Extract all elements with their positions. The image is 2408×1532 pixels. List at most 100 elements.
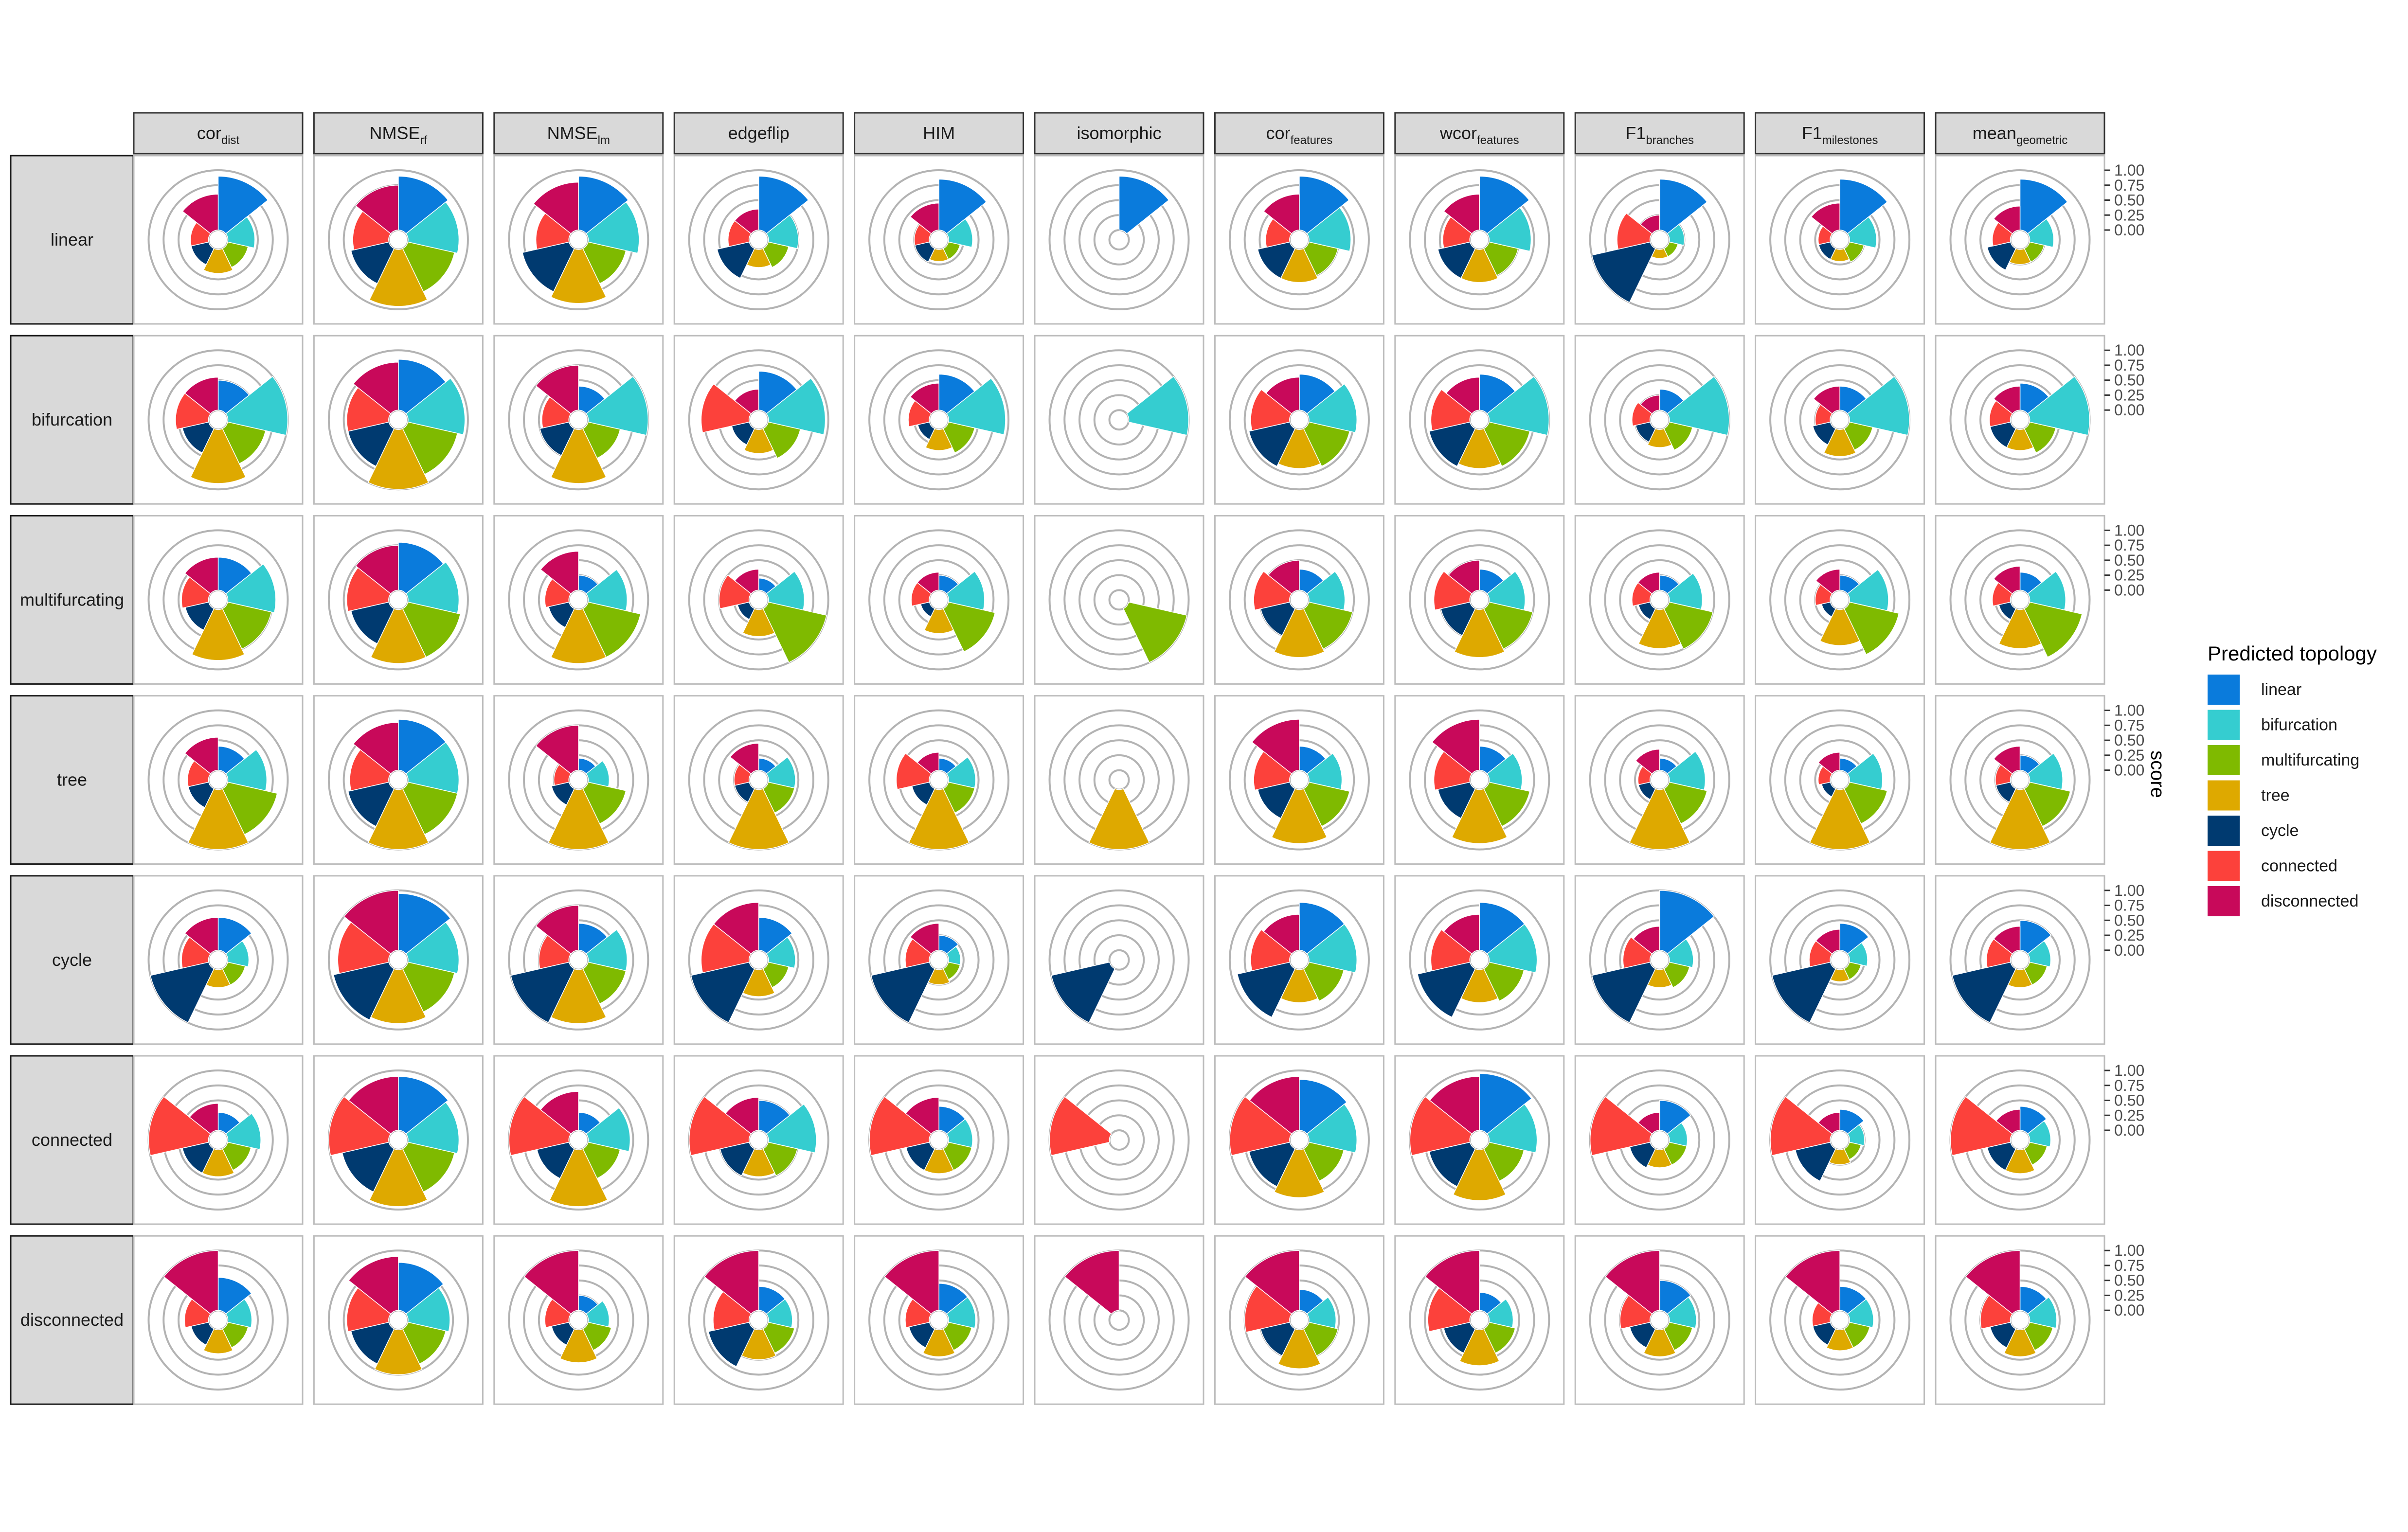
- column-strip-label: corfeatures: [1266, 123, 1333, 147]
- column-strip-box: [313, 112, 484, 155]
- panel-disconnected-mean-geometric: [1935, 1235, 2105, 1405]
- axis-tick-label: 0.75: [2114, 177, 2144, 194]
- bar-bifurcation: [946, 218, 973, 248]
- legend-label: disconnected: [2261, 892, 2358, 910]
- row-strip-connected: connected: [10, 1055, 134, 1225]
- bar-linear: [217, 379, 250, 414]
- panel-cycle-f1-branches: [1574, 875, 1745, 1045]
- bar-disconnected: [1965, 1250, 2021, 1315]
- bar-multifurcating: [942, 602, 996, 653]
- axis-tick-label: 0.00: [2114, 1122, 2144, 1139]
- bar-bifurcation: [2027, 940, 2051, 967]
- bar-connected: [535, 213, 572, 250]
- bar-tree: [203, 1328, 234, 1354]
- grid-ring: [1093, 574, 1145, 626]
- bar-bifurcation: [1847, 752, 1883, 790]
- bar-multifurcating: [1483, 602, 1533, 650]
- panel-cycle-edgeflip: [673, 875, 844, 1045]
- score-axis-connected: 1.000.750.500.250.00: [2104, 1062, 2144, 1139]
- bar-linear: [1839, 178, 1888, 234]
- panel-tree-him: [854, 695, 1024, 865]
- bar-bifurcation: [1306, 383, 1358, 433]
- bar-tree: [1647, 428, 1672, 448]
- row-strip-label: linear: [51, 230, 93, 249]
- bar-tree: [367, 788, 429, 850]
- grid-ring: [868, 169, 1010, 310]
- bar-linear: [398, 176, 449, 234]
- panel-tree-f1-branches: [1574, 695, 1745, 865]
- bar-connected: [1622, 936, 1653, 969]
- grid-ring: [327, 1249, 469, 1391]
- column-strip-nmse-rf: NMSErf: [313, 112, 484, 155]
- grid-ring: [688, 349, 829, 491]
- column-strip-isomorphic: isomorphic: [1034, 112, 1204, 155]
- row-strip-cycle: cycle: [10, 875, 134, 1045]
- bar-multifurcating: [1483, 1321, 1516, 1354]
- bar-connected: [346, 387, 392, 432]
- bar-multifurcating: [1663, 782, 1707, 824]
- grid-ring: [1078, 919, 1160, 1001]
- bar-multifurcating: [402, 1321, 447, 1365]
- bar-cycle: [1771, 962, 1836, 1023]
- bar-tree: [549, 1148, 608, 1207]
- bar-tree: [559, 1328, 598, 1363]
- bar-disconnected: [1633, 926, 1660, 955]
- bar-disconnected: [916, 751, 939, 775]
- bar-bifurcation: [1126, 375, 1189, 436]
- panel-multifurcating-him: [854, 515, 1024, 685]
- grid-ring: [1228, 709, 1370, 851]
- panel-border: [1034, 515, 1204, 685]
- bar-disconnected: [1639, 394, 1660, 414]
- grid-ring: [1769, 889, 1911, 1031]
- axis-tick-label: 0.50: [2114, 911, 2144, 929]
- bar-bifurcation: [1847, 1299, 1874, 1328]
- panel-border: [1394, 875, 1565, 1045]
- bar-connected: [1409, 1096, 1473, 1156]
- bar-disconnected: [1639, 214, 1660, 234]
- grid-ring: [688, 889, 829, 1031]
- bar-tree: [741, 1328, 777, 1360]
- bar-bifurcation: [1486, 570, 1526, 611]
- bar-tree: [2003, 1328, 2037, 1357]
- bar-linear: [1839, 923, 1869, 955]
- axis-tick-label: 1.00: [2114, 161, 2144, 179]
- bar-connected: [1430, 389, 1473, 431]
- row-strip-bifurcation: bifurcation: [10, 335, 134, 505]
- bar-disconnected: [535, 725, 579, 775]
- bar-linear: [217, 176, 269, 234]
- bar-tree: [1989, 788, 2051, 850]
- column-strip-box: [1394, 112, 1565, 155]
- bar-cycle: [1812, 421, 1836, 445]
- bar-disconnected: [1443, 194, 1480, 234]
- panel-border: [1394, 515, 1565, 685]
- grid-ring: [1589, 169, 1730, 310]
- grid-ring: [1604, 544, 1715, 656]
- panel-border: [1574, 515, 1745, 685]
- grid-ring: [1964, 904, 2076, 1016]
- column-strip-label: NMSElm: [547, 123, 610, 147]
- bar-disconnected: [1244, 1250, 1300, 1315]
- row-strip-box: [10, 875, 134, 1045]
- bar-bifurcation: [946, 377, 1006, 435]
- bar-bifurcation: [1847, 216, 1877, 249]
- bar-tree: [1453, 1148, 1507, 1201]
- bar-disconnected: [1268, 560, 1300, 594]
- axis-tick-label: 1.00: [2114, 341, 2144, 359]
- bar-cycle: [1417, 962, 1476, 1018]
- panel-tree-nmse-rf: [313, 695, 484, 865]
- grid-ring: [883, 904, 995, 1016]
- bar-linear: [938, 1283, 969, 1315]
- panel-multifurcating-nmse-rf: [313, 515, 484, 685]
- panel-tree-wcor-features: [1394, 695, 1565, 865]
- grid-ring: [1949, 169, 2091, 310]
- bar-connected: [1632, 402, 1653, 427]
- bar-linear: [578, 923, 608, 955]
- bar-connected: [1980, 1295, 2013, 1330]
- bar-disconnected: [348, 1076, 399, 1135]
- axis-tick-label: 1.00: [2114, 1242, 2144, 1259]
- bar-multifurcating: [582, 602, 641, 658]
- bar-cycle: [536, 1141, 575, 1179]
- bar-multifurcating: [222, 421, 266, 464]
- bar-linear: [1299, 176, 1350, 234]
- grid-ring: [1409, 889, 1550, 1031]
